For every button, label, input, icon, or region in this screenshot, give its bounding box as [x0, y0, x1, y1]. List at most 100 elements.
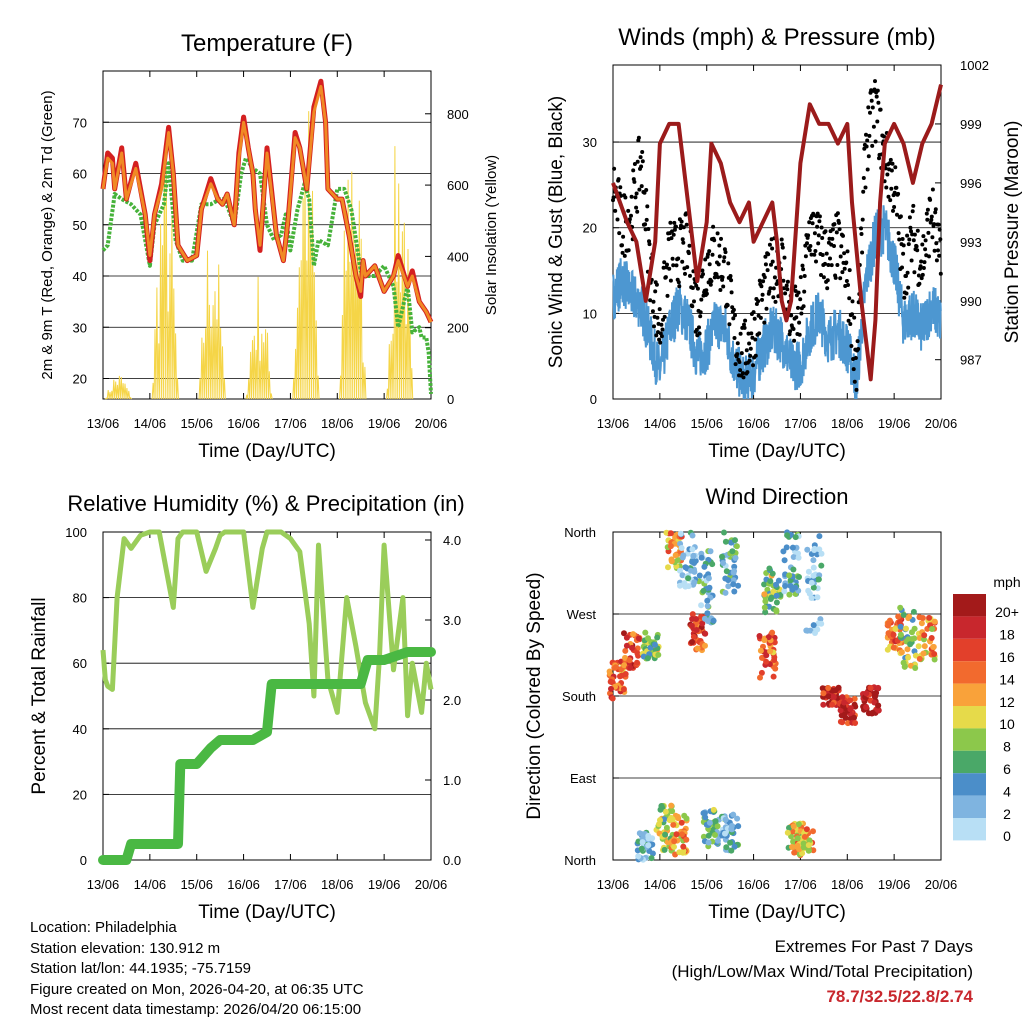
gust-point — [904, 291, 909, 296]
gust-point — [885, 172, 890, 177]
gust-point — [933, 210, 938, 215]
gust-point — [803, 254, 808, 259]
direction-point — [639, 839, 646, 846]
direction-point — [900, 612, 907, 618]
gust-point — [671, 232, 676, 237]
gust-point — [626, 208, 631, 213]
gust-point — [829, 263, 834, 268]
direction-point — [905, 636, 912, 643]
colorbar-swatch — [953, 795, 986, 818]
gust-point — [651, 299, 656, 304]
direction-point — [767, 578, 774, 585]
gust-point — [806, 233, 811, 238]
direction-point — [810, 847, 817, 854]
direction-point — [671, 838, 678, 845]
gust-point — [873, 139, 878, 144]
y-tick-label: 30 — [583, 135, 597, 150]
direction-point — [794, 835, 801, 842]
gust-point — [807, 220, 812, 225]
direction-point — [847, 697, 854, 704]
y2-tick-label: 996 — [960, 176, 982, 191]
direction-point — [796, 574, 802, 580]
direction-point — [786, 824, 792, 831]
gust-point — [905, 233, 910, 238]
x-tick-label: 13/06 — [87, 416, 120, 431]
gust-point — [851, 367, 856, 372]
gust-point — [910, 209, 915, 214]
gust-point — [748, 346, 753, 351]
gust-point — [726, 261, 731, 266]
gust-point — [760, 297, 764, 302]
gust-point — [837, 227, 842, 232]
recent-timestamp: Most recent data timestamp: 2026/04/20 0… — [30, 1001, 362, 1018]
direction-point — [814, 594, 821, 601]
direction-point — [687, 567, 694, 574]
gust-point — [612, 166, 617, 171]
gust-point — [936, 248, 940, 253]
direction-point — [676, 849, 683, 856]
panel-4: 13/06 14/06 15/06 16/06 17/06 18/06 19/06 20/06… — [524, 484, 1021, 923]
gust-point — [672, 227, 677, 232]
gust-point — [657, 337, 662, 342]
direction-point — [670, 821, 677, 828]
gust-point — [646, 227, 651, 231]
series-relative-humidity — [100, 529, 434, 732]
gust-point — [835, 211, 840, 216]
colorbar-title: mph — [993, 574, 1020, 590]
gust-point — [801, 304, 806, 309]
direction-point — [689, 611, 696, 618]
x-axis-label: Time (Day/UTC) — [708, 441, 846, 462]
gust-point — [712, 238, 717, 243]
gust-point — [815, 224, 820, 229]
gust-point — [759, 284, 764, 289]
gust-point — [654, 333, 659, 338]
direction-point — [618, 672, 625, 679]
gust-point — [800, 263, 805, 268]
x-axis-label: Time (Day/UTC) — [708, 902, 846, 923]
y-tick-label: 20 — [73, 372, 87, 387]
direction-point — [790, 828, 797, 835]
direction-point — [693, 627, 700, 633]
extremes-values: 78.7/32.5/22.8/2.74 — [826, 987, 973, 1006]
gust-point — [919, 259, 924, 264]
gust-point — [828, 256, 832, 261]
gust-point — [863, 185, 868, 190]
gust-point — [709, 279, 714, 284]
y-tick-label: South — [562, 689, 596, 704]
gust-point — [738, 368, 743, 373]
colorbar: mph 20+ 18 16 14 12 10 8 6 4 2 0 — [953, 574, 1021, 844]
x-tick-label: 13/06 — [597, 877, 630, 892]
direction-point — [794, 842, 801, 849]
direction-point — [790, 838, 797, 845]
series-9m-temperature — [101, 84, 433, 323]
gust-point — [850, 312, 854, 317]
gust-point — [914, 244, 919, 249]
direction-point — [837, 718, 844, 725]
gust-point — [773, 299, 778, 304]
direction-point — [644, 655, 651, 662]
gust-point — [817, 219, 822, 224]
gust-point — [632, 162, 637, 166]
direction-point — [705, 839, 712, 846]
gust-point — [892, 190, 897, 195]
gust-point — [797, 320, 802, 325]
gust-point — [868, 110, 872, 115]
direction-point — [761, 637, 768, 644]
x-tick-label: 14/06 — [644, 877, 677, 892]
gust-point — [632, 179, 637, 184]
gust-point — [688, 273, 692, 278]
direction-point — [627, 664, 634, 671]
station-location: Location: Philadelphia — [30, 919, 177, 936]
x-tick-label: 15/06 — [690, 877, 723, 892]
direction-point — [771, 657, 778, 663]
direction-point — [873, 689, 880, 696]
direction-point — [620, 686, 627, 693]
direction-point — [663, 824, 670, 831]
direction-point — [810, 584, 817, 591]
gust-point — [779, 237, 784, 242]
gust-point — [647, 242, 652, 247]
gust-point — [721, 284, 726, 289]
direction-point — [795, 821, 802, 828]
y2-axis-label: Solar Insolation (Yellow) — [483, 155, 500, 315]
direction-point — [689, 532, 696, 539]
